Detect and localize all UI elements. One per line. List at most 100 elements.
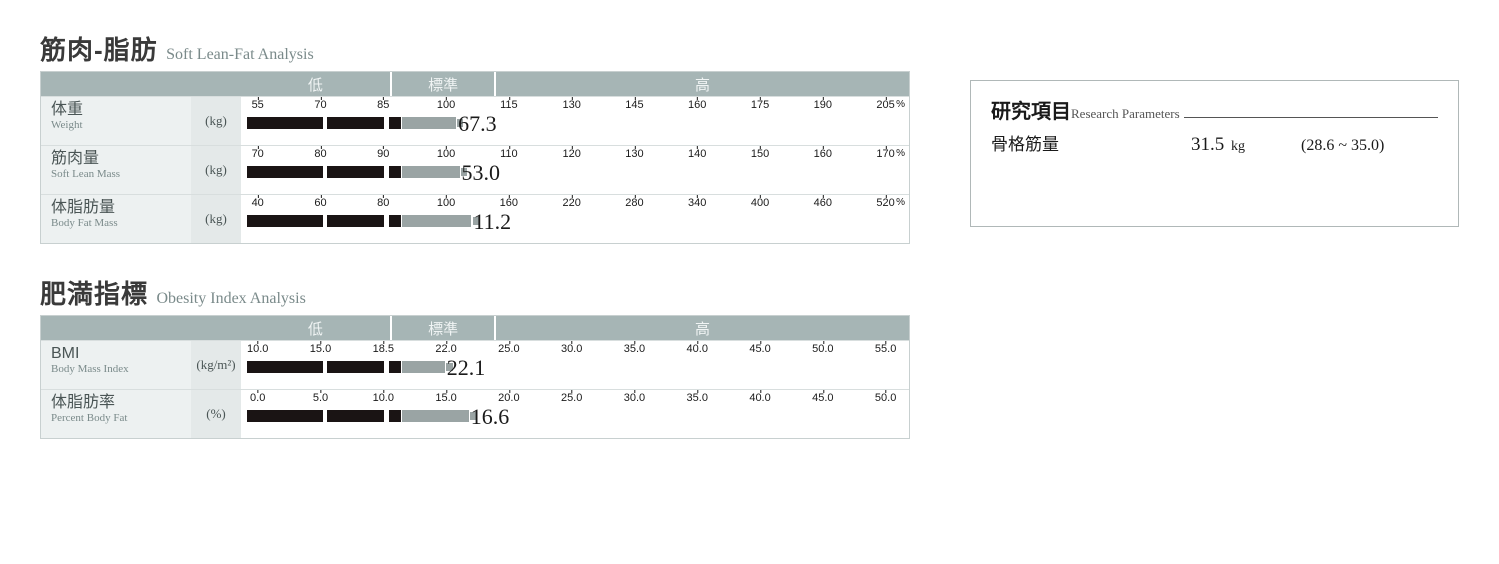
tick: 140 (688, 148, 706, 160)
data-row: 筋肉量Soft Lean Mass(kg)7080901001101201301… (41, 145, 909, 194)
ticks: 0.05.010.015.020.025.030.035.040.045.050… (241, 392, 909, 406)
tick: 100 (437, 148, 455, 160)
research-value: 31.5 kg (1191, 134, 1301, 156)
section2-title-en: Obesity Index Analysis (156, 290, 305, 307)
tick: 5.0 (313, 392, 328, 404)
bar-gap (384, 117, 389, 129)
tick: 15.0 (435, 392, 456, 404)
bar-track (247, 117, 903, 129)
tick: 55 (252, 99, 264, 111)
research-title-line (1184, 117, 1438, 118)
band-label-gap (41, 316, 241, 340)
tick: 30.0 (561, 343, 582, 355)
bar-track (247, 361, 903, 373)
tick: 18.5 (373, 343, 394, 355)
section2-panel: 低標準高BMIBody Mass Index(kg/m²)10.015.018.… (40, 315, 910, 439)
tick: 130 (562, 99, 580, 111)
header-bands: 低標準高 (41, 72, 909, 96)
row-value: 11.2 (473, 209, 511, 235)
tick: 460 (814, 197, 832, 209)
row-unit: (kg) (191, 97, 241, 145)
bar-gap (384, 410, 389, 422)
tick: 35.0 (624, 343, 645, 355)
row-bar-area: 10.015.018.522.025.030.035.040.045.050.0… (241, 341, 909, 389)
tick: 160 (814, 148, 832, 160)
row-label-jp: 筋肉量 (51, 150, 191, 168)
tick: 60 (314, 197, 326, 209)
row-unit: (kg/m²) (191, 341, 241, 389)
row-bar-area: 406080100160220280340400460520%11.2 (241, 195, 909, 243)
row-label: 体脂肪率Percent Body Fat (41, 390, 191, 438)
tick: 10.0 (373, 392, 394, 404)
tick: 175 (751, 99, 769, 111)
section1-title-en: Soft Lean-Fat Analysis (166, 46, 314, 63)
bar-segment-gray (402, 410, 469, 422)
tick: 190 (814, 99, 832, 111)
tick: 0.0 (250, 392, 265, 404)
tick: 340 (688, 197, 706, 209)
section1-title-jp: 筋肉-脂肪 (40, 35, 158, 65)
band-label-gap (41, 72, 241, 96)
tick: 280 (625, 197, 643, 209)
row-label: BMIBody Mass Index (41, 341, 191, 389)
row-label-en: Weight (51, 119, 191, 131)
tick: 130 (625, 148, 643, 160)
bar-segment-gray (402, 166, 460, 178)
row-value: 53.0 (461, 160, 500, 186)
row-bar-area: 0.05.010.015.020.025.030.035.040.045.050… (241, 390, 909, 438)
tick: 400 (751, 197, 769, 209)
row-unit: (kg) (191, 195, 241, 243)
row-label: 体重Weight (41, 97, 191, 145)
bar-gap (384, 361, 389, 373)
bar-gap (323, 117, 328, 129)
row-label-en: Body Fat Mass (51, 217, 191, 229)
tick: 22.0 (435, 343, 456, 355)
tick: 150 (751, 148, 769, 160)
section2-title-jp: 肥満指標 (40, 279, 148, 309)
tick: 15.0 (310, 343, 331, 355)
tick: 220 (562, 197, 580, 209)
tick: 100 (437, 197, 455, 209)
tick: 80 (314, 148, 326, 160)
bar-gap (323, 361, 328, 373)
tick: 145 (625, 99, 643, 111)
row-unit: (%) (191, 390, 241, 438)
bar-segment-gray (402, 361, 445, 373)
tick: 25.0 (561, 392, 582, 404)
tick: 90 (377, 148, 389, 160)
row-label: 筋肉量Soft Lean Mass (41, 146, 191, 194)
tick: 45.0 (749, 343, 770, 355)
research-range: (28.6 ~ 35.0) (1301, 137, 1384, 155)
tick: 100 (437, 99, 455, 111)
row-bar-area: 708090100110120130140150160170%53.0 (241, 146, 909, 194)
tick: 85 (377, 99, 389, 111)
section1-panel: 低標準高体重Weight(kg)557085100115130145160175… (40, 71, 910, 244)
band-低: 低 (241, 316, 391, 340)
band-高: 高 (496, 316, 909, 340)
row-label-jp: 体重 (51, 101, 191, 119)
tick: 50.0 (875, 392, 896, 404)
row-label-jp: 体脂肪量 (51, 199, 191, 217)
tick: 80 (377, 197, 389, 209)
tick: 55.0 (875, 343, 896, 355)
tick: 50.0 (812, 343, 833, 355)
research-title: 研究項目 Research Parameters (991, 95, 1438, 124)
research-box: 研究項目 Research Parameters 骨格筋量31.5 kg(28.… (970, 80, 1459, 227)
row-label-en: Soft Lean Mass (51, 168, 191, 180)
tick: 110 (500, 148, 518, 160)
ticks: 557085100115130145160175190205 (241, 99, 909, 113)
research-row: 骨格筋量31.5 kg(28.6 ~ 35.0) (991, 130, 1438, 156)
band-標準: 標準 (390, 72, 496, 96)
band-高: 高 (496, 72, 909, 96)
row-bar-area: 557085100115130145160175190205%67.3 (241, 97, 909, 145)
tick: 40 (252, 197, 264, 209)
tick: 40.0 (687, 343, 708, 355)
bar-track (247, 215, 903, 227)
tick: 20.0 (498, 392, 519, 404)
section2-title: 肥満指標 Obesity Index Analysis (40, 274, 910, 311)
bar-gap (323, 215, 328, 227)
research-title-jp: 研究項目 (991, 95, 1071, 124)
row-unit: (kg) (191, 146, 241, 194)
bar-segment-gray (402, 215, 472, 227)
tick: 10.0 (247, 343, 268, 355)
